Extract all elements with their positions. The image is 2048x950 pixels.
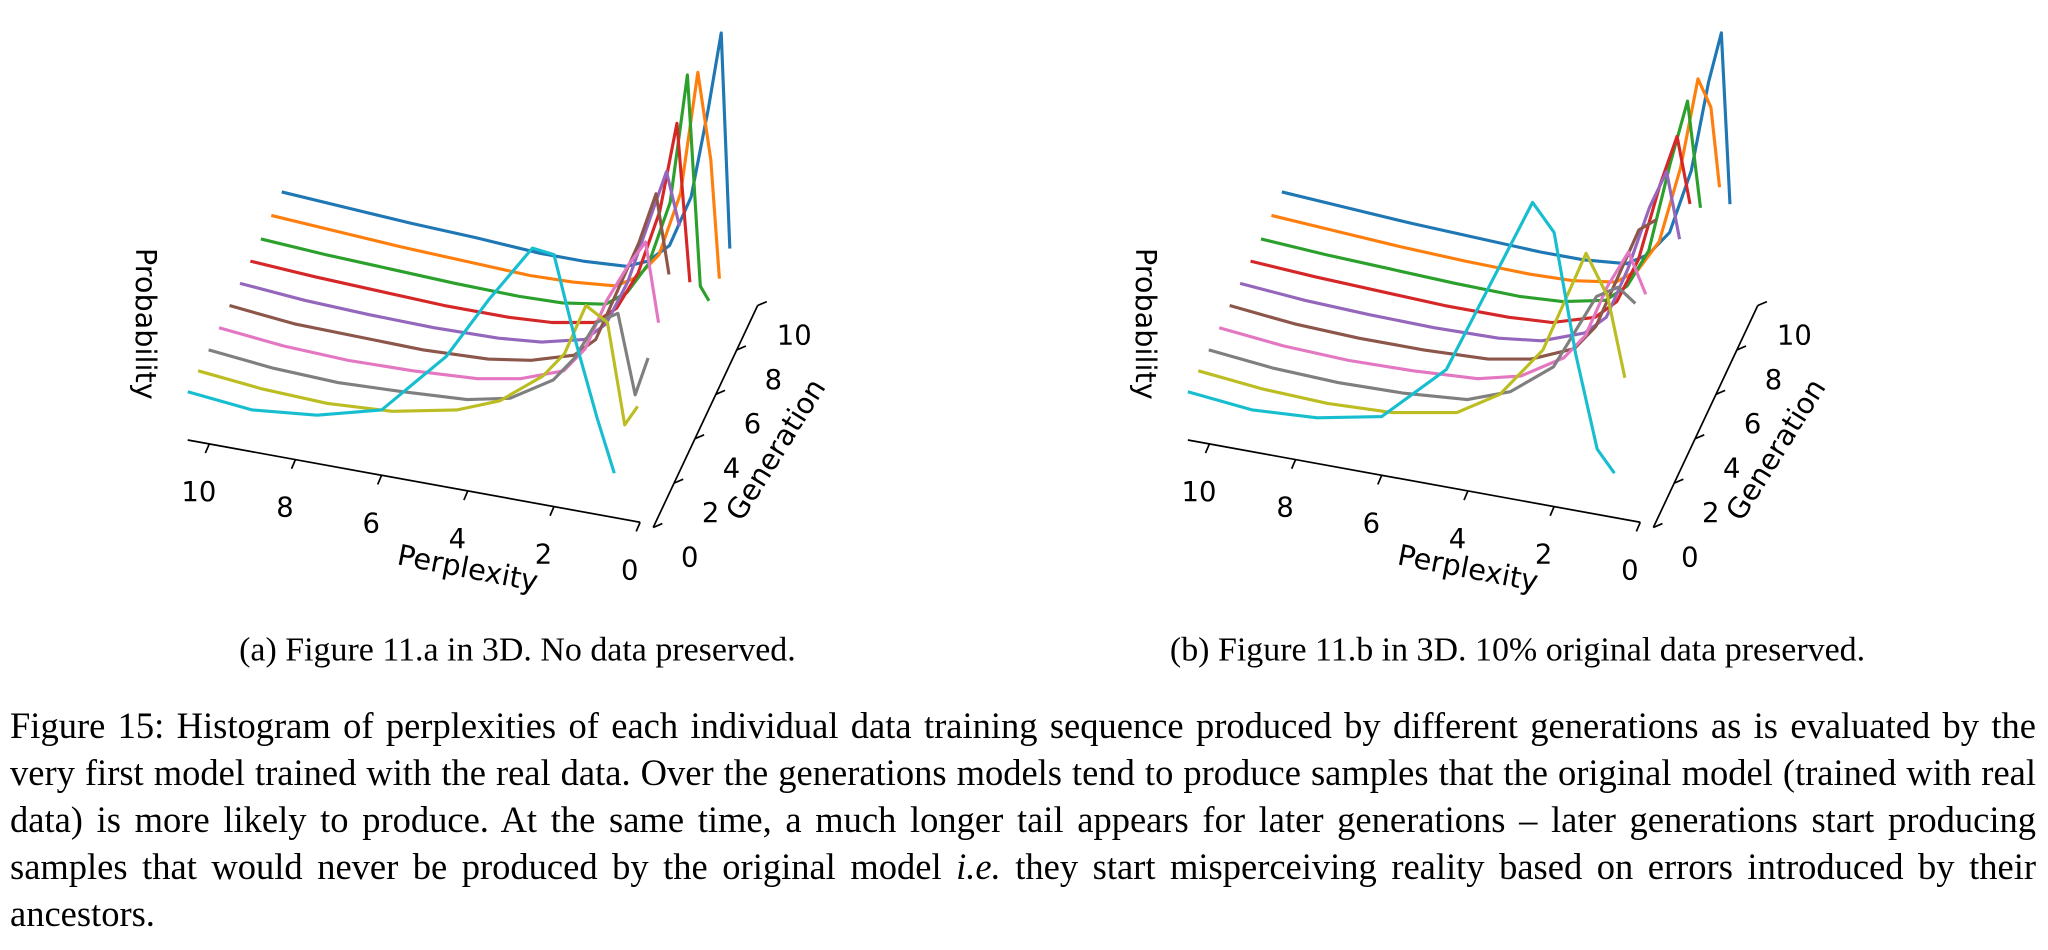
caption-italic: i.e. [956,846,1001,887]
x-tick-label: 8 [1276,493,1293,524]
y-tick [757,300,768,307]
series-line [1218,250,1648,381]
x-tick-label: 8 [276,493,293,524]
series-line [1260,99,1703,304]
y-tick [694,434,705,440]
x-tick-label: 2 [1535,540,1552,571]
y-tick [1652,522,1663,529]
series-line [1187,200,1616,475]
x-tick-label: 6 [362,508,379,539]
x-tick-label: 10 [181,477,216,508]
x-tick [1204,443,1211,454]
x-tick-label: 4 [449,524,466,555]
series-line [1281,31,1732,266]
y-tick [673,478,684,484]
series-line [187,246,616,474]
x-axis-label: Perplexity [1395,538,1541,599]
series-line [197,303,639,427]
x-tick-label: 4 [1449,524,1466,555]
y-tick [1694,434,1705,440]
series-line [250,121,692,325]
x-tick [376,474,383,485]
caption-text: they start misperceiving reality based o… [10,846,2036,934]
y-axis-line [652,305,759,528]
series-line [208,311,650,402]
series-line [1229,218,1657,361]
x-tick [1549,506,1555,517]
caption-text: Figure 15: Histogram of perplexities of … [10,705,2036,887]
y-tick-label: 0 [681,542,698,573]
y-tick [1736,345,1747,351]
y-tick [1757,300,1768,307]
x-tick [1463,490,1469,501]
y-axis-line [1652,305,1759,528]
z-axis-label: Probability [1129,248,1163,400]
y-tick-label: 8 [1765,365,1782,396]
sub-caption: (b) Figure 11.b in 3D. 10% original data… [1170,632,1865,669]
x-tick [463,490,469,501]
x-tick-label: 2 [535,540,552,571]
x-tick [1290,459,1297,470]
series-line [1197,251,1627,415]
series-line [229,192,671,362]
x-axis-line [1187,439,1641,524]
y-tick-label: 2 [1702,498,1719,529]
x-tick-label: 10 [1182,477,1217,508]
sub-caption: (a) Figure 11.a in 3D. No data preserved… [239,632,796,669]
x-tick [549,506,555,517]
x-tick-label: 0 [1621,555,1638,586]
y-tick [715,389,726,396]
x-tick [290,459,297,470]
y-tick [1673,478,1684,484]
x-axis-label: Perplexity [395,538,541,599]
series-line [239,169,681,344]
y-tick-label: 6 [1744,409,1761,440]
x-axis-line [187,439,641,524]
z-axis-label: Probability [129,248,163,400]
y-tick-label: 0 [1681,542,1698,573]
x-tick [1377,474,1383,485]
x-tick [1635,521,1642,532]
x-tick [204,443,211,454]
x-tick-label: 0 [621,555,638,586]
y-tick-label: 10 [777,320,812,351]
y-tick-label: 8 [765,365,782,396]
y-tick [652,522,663,529]
x-tick [635,521,641,532]
y-tick [736,345,747,351]
y-tick-label: 6 [744,409,761,440]
series-line [1271,77,1722,284]
series-line [1239,169,1682,343]
y-tick-label: 10 [1777,320,1812,351]
series-line [1208,285,1637,402]
y-tick [1715,389,1726,396]
series-line [260,73,711,306]
x-tick-label: 6 [1363,508,1380,539]
y-tick-label: 4 [723,454,740,485]
y-tick-label: 2 [702,498,719,529]
y-tick-label: 4 [1723,454,1740,485]
figure-caption: Figure 15: Histogram of perplexities of … [10,702,2036,937]
